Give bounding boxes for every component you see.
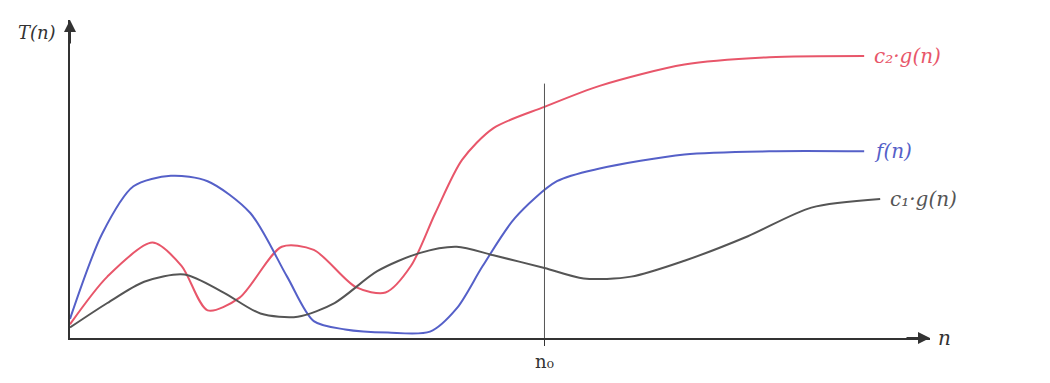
svg-text:c₂·g(n): c₂·g(n) <box>874 44 941 68</box>
svg-text:c₁·g(n): c₁·g(n) <box>890 187 957 211</box>
svg-text:n₀: n₀ <box>535 351 554 372</box>
svg-text:n: n <box>938 326 951 350</box>
svg-text:f(n): f(n) <box>874 139 912 163</box>
svg-text:T(n): T(n) <box>18 22 56 43</box>
